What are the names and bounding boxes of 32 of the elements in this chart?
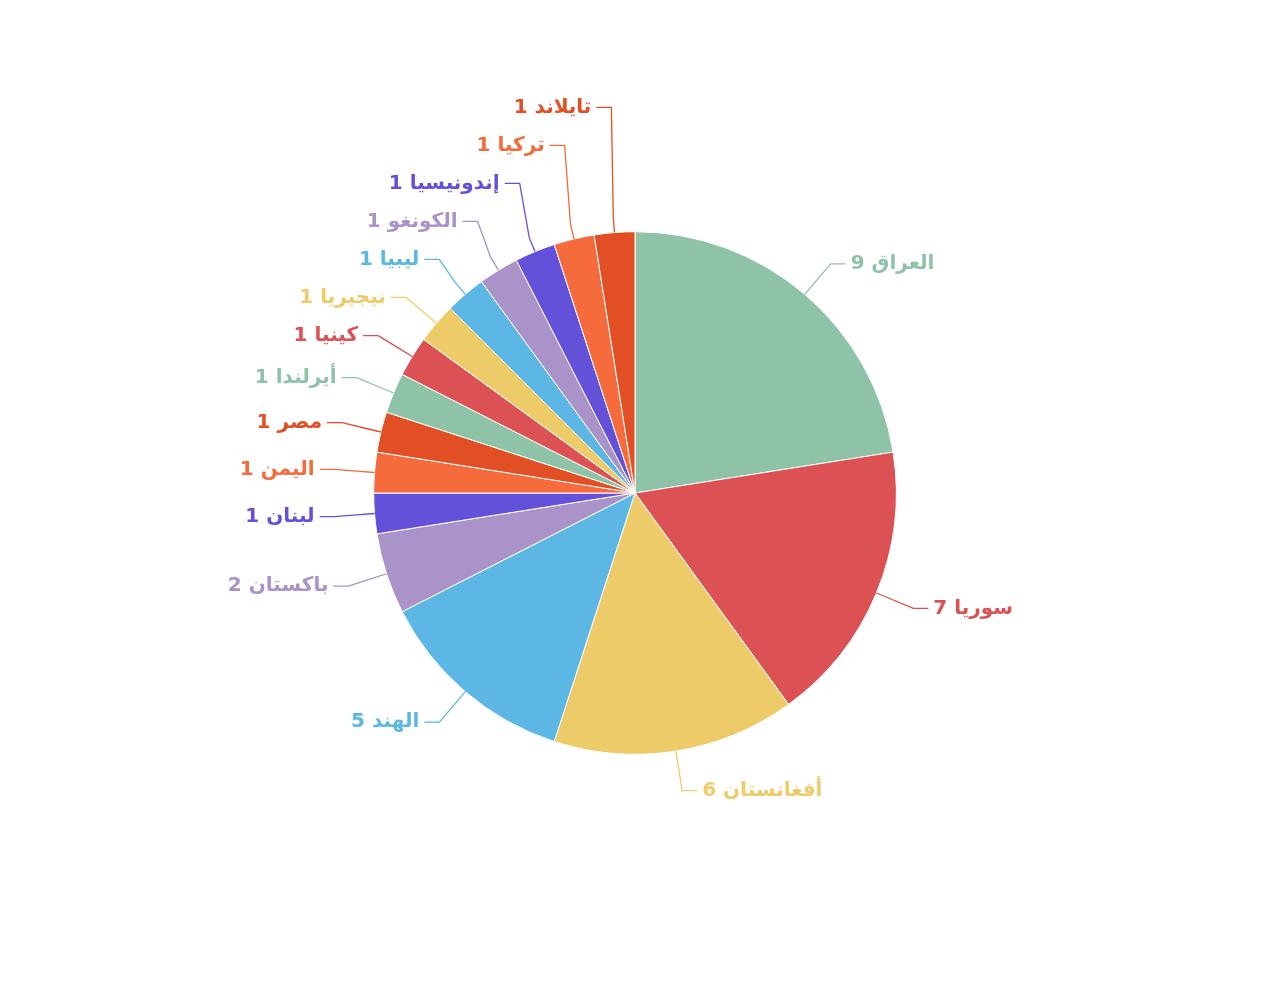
slice-label: تايلاند xyxy=(534,93,592,118)
data-label: 1 xyxy=(239,455,254,480)
slice-label: لبنان xyxy=(266,502,315,527)
data-label: 5 xyxy=(351,708,366,733)
slice-label: مصر xyxy=(276,408,323,433)
slice-label: الهند xyxy=(372,708,420,733)
slice-label: تركيا xyxy=(497,131,545,156)
slice-label: إندونيسيا xyxy=(409,169,500,194)
data-label: 1 xyxy=(254,363,269,388)
data-label: 1 xyxy=(476,131,491,156)
data-label: 1 xyxy=(299,283,314,308)
slice-label: نيجيريا xyxy=(320,283,386,308)
slice-label: باكستان xyxy=(248,572,329,597)
slice-label: كينيا xyxy=(314,321,359,346)
data-label: 1 xyxy=(513,93,528,118)
data-label: 7 xyxy=(933,594,948,619)
slice-label: أيرلندا xyxy=(275,361,337,388)
data-label: 9 xyxy=(850,250,865,275)
slice-label: العراق xyxy=(871,250,935,275)
slice-label: سوريا xyxy=(954,594,1014,619)
data-label: 2 xyxy=(227,572,242,597)
data-label: 1 xyxy=(245,502,260,527)
slice-label: اليمن xyxy=(260,455,315,480)
data-label: 1 xyxy=(358,245,373,270)
slice-label: ليبيا xyxy=(379,245,420,270)
data-label: 6 xyxy=(702,776,717,801)
data-label: 1 xyxy=(256,408,271,433)
data-label: 1 xyxy=(293,321,308,346)
data-label: 1 xyxy=(388,169,403,194)
slice-label: أفغانستان xyxy=(723,774,823,801)
slice-label: الكونغو xyxy=(386,207,458,232)
data-label: 1 xyxy=(366,207,381,232)
